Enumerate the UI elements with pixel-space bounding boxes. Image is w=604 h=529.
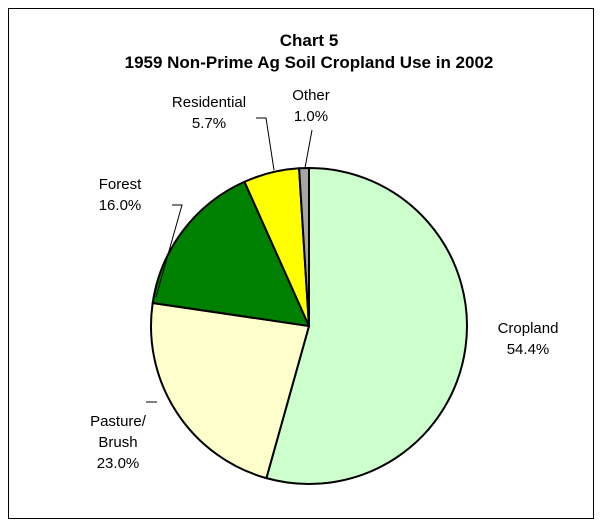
pie-slices (150, 166, 468, 485)
pie-slice-pasture-brush (150, 302, 310, 480)
slice-name-label: Residential (172, 94, 246, 111)
slice-name-label: Other (292, 87, 330, 104)
slice-value-label: 23.0% (97, 455, 140, 472)
slice-labels: Cropland 54.4% Pasture/Brush 23.0% Forest 16.… (90, 87, 558, 472)
slice-value-label: 16.0% (99, 197, 142, 214)
chart-title: Chart 5 (280, 31, 339, 50)
chart-subtitle: 1959 Non-Prime Ag Soil Cropland Use in 2… (125, 53, 494, 72)
slice-value-label: 5.7% (192, 115, 226, 132)
leader-lines (146, 117, 313, 403)
pie-slice-forest (151, 180, 310, 327)
slice-name-label: Pasture/ (90, 413, 147, 430)
pie-slice-cropland (265, 167, 468, 485)
slice-value-label: 54.4% (507, 341, 550, 358)
slice-name-label: Forest (99, 176, 142, 193)
leader-line (304, 129, 313, 169)
leader-line (155, 204, 183, 298)
leader-line (256, 117, 275, 171)
pie-slice-other (298, 166, 310, 327)
slice-name-label: Brush (98, 434, 137, 451)
slice-name-label: Cropland (498, 320, 559, 337)
slice-value-label: 1.0% (294, 108, 328, 125)
